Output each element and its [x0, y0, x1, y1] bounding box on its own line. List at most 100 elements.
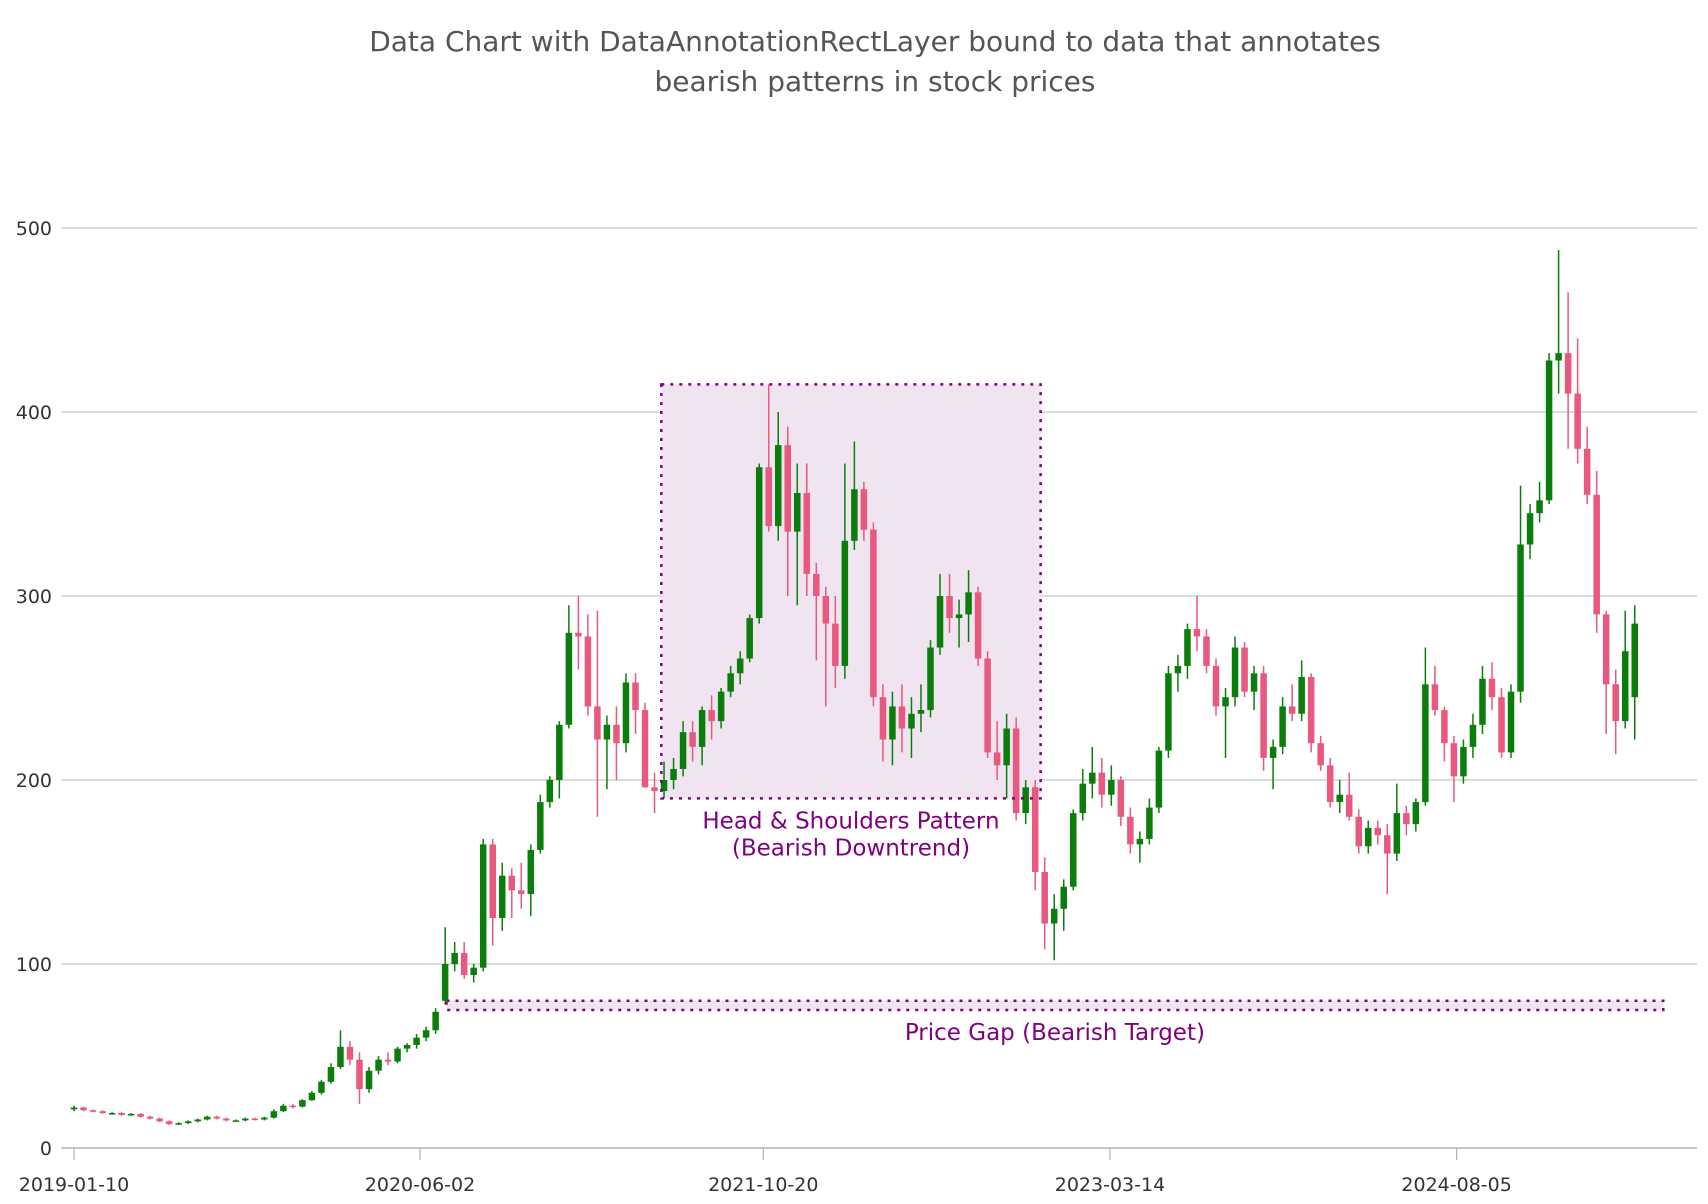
candle-up — [1507, 691, 1515, 753]
candle-up — [261, 1117, 268, 1120]
candle-up — [1460, 746, 1467, 777]
candle-up — [1231, 647, 1239, 698]
candle-up — [1003, 728, 1010, 766]
chart-title-line-1: Data Chart with DataAnnotationRectLayer … — [369, 25, 1381, 58]
y-tick-label: 200 — [16, 770, 52, 792]
candle-down — [1041, 872, 1048, 924]
candle-down — [346, 1046, 354, 1060]
candle-down — [1345, 794, 1353, 817]
candle-up — [1526, 513, 1534, 545]
candle-down — [784, 445, 792, 532]
candle-up — [1469, 724, 1477, 747]
candle-up — [1022, 787, 1029, 814]
candle-up — [127, 1113, 135, 1116]
candle-down — [165, 1121, 173, 1125]
candle-down — [251, 1118, 259, 1121]
y-tick-label: 400 — [16, 402, 52, 424]
annotation-rect-fill — [661, 384, 1041, 799]
candle-down — [1574, 393, 1581, 449]
candle-down — [632, 682, 639, 711]
candle-down — [1450, 743, 1458, 777]
candle-up — [1422, 684, 1429, 803]
candle-down — [1012, 728, 1020, 814]
candle-down — [1317, 743, 1324, 766]
candle-down — [1117, 780, 1125, 817]
candle-up — [889, 706, 896, 740]
candle-down — [1498, 697, 1505, 753]
y-tick-label: 100 — [16, 954, 52, 976]
candle-down — [89, 1110, 97, 1112]
candle-up — [1545, 360, 1553, 501]
candle-down — [870, 529, 877, 698]
candle-up — [755, 467, 763, 619]
candle-down — [1374, 827, 1382, 836]
candle-up — [194, 1119, 201, 1122]
candle-up — [175, 1123, 182, 1125]
candle-up — [927, 647, 934, 711]
candle-up — [318, 1081, 325, 1093]
candle-down — [1593, 494, 1600, 615]
candle-up — [546, 780, 554, 803]
candle-up — [1050, 908, 1058, 924]
candle-up — [1517, 544, 1524, 692]
candle-up — [717, 691, 725, 722]
candle-down — [1288, 706, 1296, 714]
candle-up — [1631, 623, 1638, 698]
candle-down — [508, 875, 516, 891]
candle-up — [1136, 838, 1144, 845]
candle-up — [1555, 353, 1562, 361]
candle-up — [774, 445, 782, 527]
candle-down — [118, 1113, 125, 1115]
candle-down — [813, 573, 820, 596]
candle-up — [1174, 665, 1182, 674]
candle-up — [1222, 697, 1229, 707]
candle-up — [1089, 772, 1096, 784]
candle-up — [1184, 629, 1191, 666]
candle-down — [575, 632, 582, 637]
candle-down — [156, 1118, 163, 1122]
candle-down — [946, 596, 953, 619]
annotation-rect-border — [660, 383, 1042, 800]
candle-up — [1479, 678, 1486, 725]
candle-up — [527, 849, 535, 895]
candle-up — [537, 802, 544, 850]
candle-up — [327, 1067, 335, 1082]
candle-up — [1108, 780, 1115, 795]
candle-up — [965, 592, 972, 615]
candle-up — [565, 632, 573, 725]
candle-up — [622, 682, 630, 744]
candle-up — [1060, 886, 1067, 909]
candle-down — [993, 752, 1001, 766]
candle-up — [1412, 802, 1420, 825]
candle-down — [137, 1113, 144, 1117]
candle-down — [80, 1107, 87, 1111]
candle-up — [1146, 807, 1153, 839]
annotation-label: Head & Shoulders Pattern — [702, 808, 999, 834]
candle-up — [470, 967, 477, 976]
candle-down — [1564, 353, 1572, 394]
candle-up — [394, 1048, 401, 1062]
candle-up — [727, 673, 734, 692]
candle-up — [403, 1044, 411, 1049]
candle-down — [1403, 813, 1410, 825]
candle-up — [1279, 706, 1286, 747]
candle-up — [280, 1105, 287, 1112]
candle-down — [1098, 772, 1106, 795]
candle-down — [1127, 816, 1134, 845]
candle-down — [832, 623, 839, 666]
candle-up — [337, 1046, 344, 1068]
candle-down — [1384, 835, 1391, 854]
candle-up — [203, 1116, 211, 1120]
candle-down — [518, 890, 525, 895]
candle-down — [974, 592, 982, 659]
candle-up — [955, 614, 963, 619]
candle-up — [660, 780, 668, 792]
candle-down — [1431, 684, 1439, 711]
candle-down — [1355, 816, 1363, 847]
candle-up — [1621, 651, 1629, 722]
candle-up — [1165, 673, 1172, 751]
candle-up — [499, 875, 506, 918]
candle-up — [375, 1059, 382, 1071]
chart-title: Data Chart with DataAnnotationRectLayer … — [0, 22, 1708, 102]
